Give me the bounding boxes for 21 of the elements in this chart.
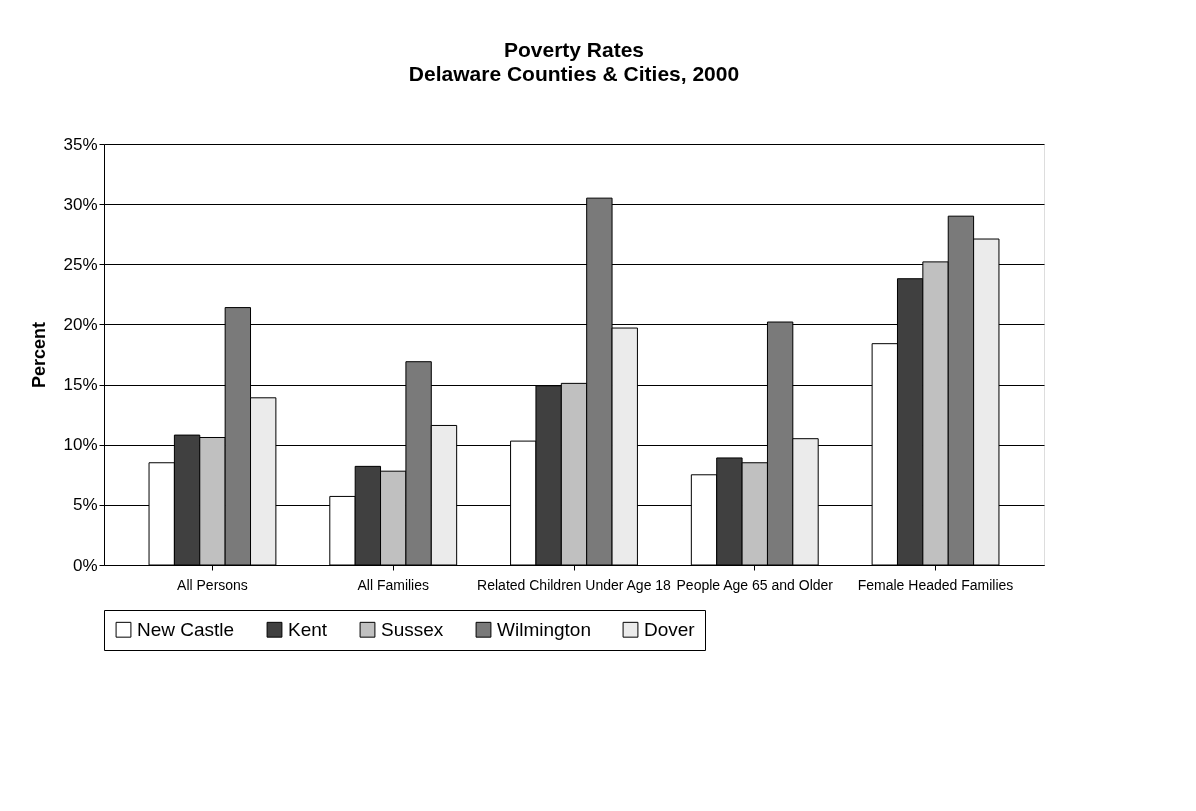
- y-tick-label: 15%: [63, 375, 98, 395]
- y-tick-label: 35%: [63, 134, 98, 154]
- legend-label: Wilmington: [497, 618, 591, 640]
- x-tick-label: All Families: [357, 576, 430, 593]
- legend-label: Dover: [644, 618, 696, 640]
- y-tick-label: 20%: [63, 314, 98, 334]
- chart-title: Poverty Rates: [503, 38, 645, 61]
- x-tick-label: All Persons: [177, 576, 248, 593]
- x-tick-label: People Age 65 and Older: [676, 576, 834, 593]
- y-axis-title: Percent: [29, 321, 50, 389]
- y-tick-label: 0%: [72, 555, 98, 575]
- y-tick-label: 30%: [63, 194, 98, 214]
- x-tick-label: Related Children Under Age 18: [477, 576, 672, 593]
- x-tick-label: Female Headed Families: [857, 576, 1014, 593]
- y-tick-label: 10%: [63, 435, 98, 455]
- y-tick-label: 5%: [72, 495, 98, 515]
- legend-label: Sussex: [381, 618, 444, 640]
- legend-label: New Castle: [137, 618, 235, 640]
- chart-subtitle: Delaware Counties & Cities, 2000: [408, 62, 740, 85]
- y-tick-label: 25%: [63, 254, 98, 274]
- legend-label: Kent: [288, 618, 328, 640]
